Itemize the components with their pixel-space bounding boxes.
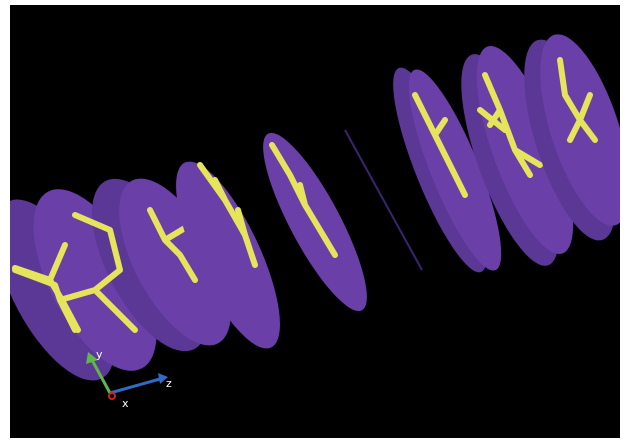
page: y z x (() => { const data = JSON.parse(d… bbox=[0, 0, 630, 446]
viewer: y z x bbox=[0, 0, 630, 446]
axis-label: x bbox=[122, 397, 129, 410]
axis-label: y bbox=[96, 348, 103, 361]
axis-label: z bbox=[166, 377, 172, 390]
